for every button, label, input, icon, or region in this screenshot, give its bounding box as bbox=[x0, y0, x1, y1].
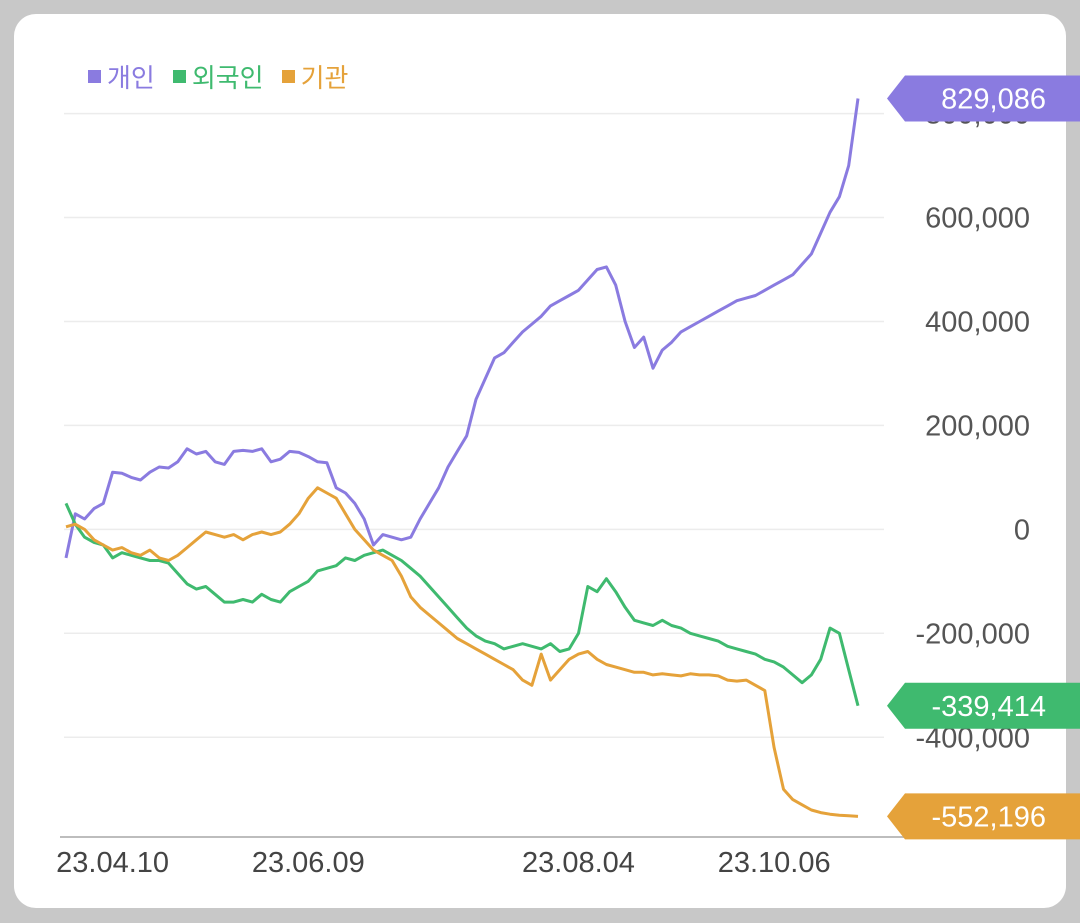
legend-item-individual[interactable]: 개인 bbox=[88, 58, 155, 95]
legend-item-institution[interactable]: 기관 bbox=[281, 58, 349, 95]
legend-label: 개인 bbox=[107, 64, 155, 94]
end-value-label: 829,086 bbox=[941, 83, 1046, 115]
legend-item-foreigner[interactable]: 외국인 bbox=[172, 58, 264, 95]
x-tick-label: 23.04.10 bbox=[56, 847, 169, 879]
chart-card: 개인 외국인 기관 bbox=[14, 14, 1066, 908]
series-line bbox=[64, 98, 860, 559]
legend-swatch bbox=[281, 70, 295, 83]
legend-label: 외국인 bbox=[191, 64, 264, 94]
end-value-label: -552,196 bbox=[932, 801, 1047, 833]
y-tick-label: -200,000 bbox=[916, 618, 1031, 650]
y-tick-label: 200,000 bbox=[925, 410, 1030, 442]
x-tick-label: 23.10.06 bbox=[718, 847, 831, 879]
y-tick-label: 600,000 bbox=[925, 203, 1030, 235]
x-tick-label: 23.08.04 bbox=[522, 847, 635, 879]
legend-swatch bbox=[88, 70, 101, 83]
y-tick-label: 0 bbox=[1014, 514, 1030, 546]
y-tick-label: 400,000 bbox=[925, 306, 1030, 338]
series-line bbox=[64, 502, 860, 707]
legend-label: 기관 bbox=[300, 64, 349, 94]
legend-swatch bbox=[172, 70, 186, 83]
legend: 개인 외국인 기관 bbox=[88, 58, 348, 95]
end-value-tag bbox=[887, 682, 1080, 729]
end-value-tag bbox=[887, 75, 1080, 122]
end-value-tag bbox=[887, 793, 1080, 840]
series-line bbox=[65, 486, 859, 818]
x-tick-label: 23.06.09 bbox=[252, 847, 365, 879]
end-value-label: -339,414 bbox=[932, 691, 1047, 723]
